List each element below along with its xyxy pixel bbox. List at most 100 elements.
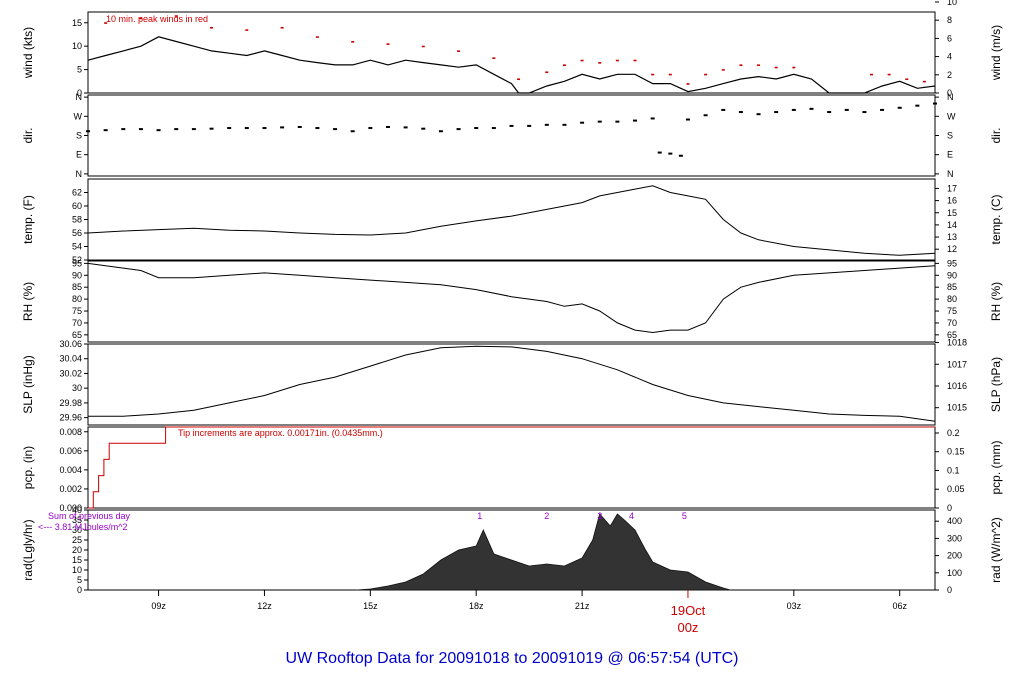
right-tick-label: 0: [947, 503, 952, 513]
wind-dir-point: [438, 130, 443, 133]
wind-dir-point: [280, 126, 285, 129]
wind-dir-point: [138, 128, 143, 131]
panel-frame: [87, 343, 936, 426]
time-tick-label: 15z: [363, 601, 378, 611]
y-axis-label: pcp. (in): [21, 446, 35, 489]
peak-wind-mark: [139, 17, 143, 20]
y-axis-label: rad(Lgly/hr): [21, 519, 35, 580]
peak-wind-mark: [580, 59, 584, 62]
wind-dir-point: [527, 124, 532, 127]
wind-dir-point: [580, 121, 585, 124]
wind-dir-point: [121, 128, 126, 131]
y-axis-label-right: temp. (C): [989, 194, 1003, 244]
right-tick-label: 0: [947, 88, 952, 98]
panel-frame: [87, 94, 936, 177]
left-tick-label: 30.04: [59, 354, 82, 364]
peak-wind-mark: [421, 45, 425, 48]
left-tick-label: 62: [72, 188, 82, 198]
peak-wind-mark: [668, 73, 672, 76]
peak-wind-mark: [351, 40, 355, 43]
peak-wind-mark: [517, 78, 521, 81]
left-tick-label: 60: [72, 201, 82, 211]
figure-title: UW Rooftop Data for 20091018 to 20091019…: [285, 650, 739, 667]
left-tick-label: 85: [72, 282, 82, 292]
y-axis-label-right: pcp. (mm): [989, 440, 1003, 494]
wind-dir-point: [491, 127, 496, 130]
wind-speed-line: [87, 36, 936, 94]
right-tick-label: 0.2: [947, 428, 960, 438]
peak-wind-mark: [869, 73, 873, 76]
precip-annotation: Tip increments are approx. 0.00171in. (0…: [178, 428, 383, 438]
wind-annotation: 10 min. peak winds in red: [106, 14, 208, 24]
panel-frame: [87, 260, 936, 343]
left-tick-label: 20: [72, 545, 82, 555]
right-tick-label: N: [947, 92, 954, 102]
peak-wind-mark: [174, 15, 178, 17]
right-tick-label: 0.05: [947, 484, 965, 494]
time-tick-label: 12z: [257, 601, 272, 611]
radiation-marker: 4: [629, 511, 634, 521]
left-tick-label: 80: [72, 294, 82, 304]
radiation-marker: 3: [597, 511, 602, 521]
wind-dir-point: [562, 123, 567, 126]
peak-wind-mark: [905, 78, 909, 81]
left-tick-label: 65: [72, 330, 82, 340]
left-tick-label: 90: [72, 270, 82, 280]
peak-wind-mark: [686, 83, 690, 85]
wind-dir-point: [103, 129, 108, 132]
left-tick-label: 29.98: [59, 398, 82, 408]
wind-dir-point: [403, 126, 408, 129]
left-tick-label: 70: [72, 318, 82, 328]
peak-wind-mark: [562, 64, 566, 67]
left-tick-label: 0.006: [59, 446, 82, 456]
wind-dir-point: [880, 108, 885, 111]
left-tick-label: 29.96: [59, 413, 82, 423]
time-tick-label: 09z: [151, 601, 166, 611]
right-tick-label: 300: [947, 533, 962, 543]
wind-dir-point: [244, 127, 249, 130]
left-tick-label: 0.000: [59, 503, 82, 513]
peak-wind-mark: [545, 71, 549, 74]
left-tick-label: 35: [72, 515, 82, 525]
left-tick-label: 25: [72, 535, 82, 545]
series-line: [88, 426, 935, 509]
right-tick-label: 1018: [947, 338, 967, 348]
wind-dir-point: [915, 104, 920, 107]
peak-wind-mark: [615, 59, 619, 62]
wind-dir-point: [86, 130, 90, 133]
date-label: 00z: [677, 620, 698, 635]
y-axis-label-right: RH (%): [989, 282, 1003, 321]
series-line: [87, 262, 936, 334]
right-tick-label: 90: [947, 270, 957, 280]
radiation-area: [356, 513, 731, 591]
y-axis-label-right: rad (W/m^2): [989, 517, 1003, 583]
left-tick-label: N: [76, 92, 83, 102]
series-line: [87, 185, 936, 256]
wind-dir-point: [862, 111, 867, 114]
peak-wind-mark: [104, 22, 108, 24]
wind-dir-point: [774, 111, 779, 114]
panel-frame: [87, 11, 936, 94]
right-tick-label: 100: [947, 568, 962, 578]
wind-dir-point: [350, 130, 355, 133]
peak-wind-mark: [315, 36, 319, 38]
peak-wind-mark: [704, 73, 708, 76]
radiation-marker: 2: [544, 511, 549, 521]
wind-dir-point: [474, 127, 479, 130]
wind-dir-point: [297, 125, 302, 128]
right-tick-label: E: [947, 150, 953, 160]
left-tick-label: 30.06: [59, 339, 82, 349]
left-tick-label: 0: [77, 585, 82, 595]
radiation-marker: 1: [477, 511, 482, 521]
right-tick-label: 0.15: [947, 447, 965, 457]
right-tick-label: 8: [947, 15, 952, 25]
left-tick-label: 5: [77, 575, 82, 585]
right-tick-label: 70: [947, 318, 957, 328]
time-tick-label: 06z: [892, 601, 907, 611]
peak-wind-mark: [386, 43, 390, 45]
left-tick-label: 54: [72, 242, 82, 252]
wind-dir-point: [315, 127, 320, 130]
right-tick-label: 75: [947, 306, 957, 316]
peak-wind-mark: [739, 64, 743, 67]
radiation-note: Sum of previous day: [48, 511, 131, 521]
